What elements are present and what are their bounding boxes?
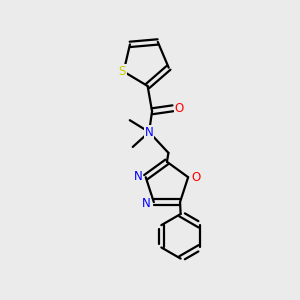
Text: O: O	[175, 102, 184, 115]
Text: N: N	[142, 196, 151, 209]
Text: N: N	[145, 126, 154, 139]
Text: S: S	[118, 65, 126, 78]
Text: N: N	[134, 170, 142, 183]
Text: O: O	[191, 171, 200, 184]
